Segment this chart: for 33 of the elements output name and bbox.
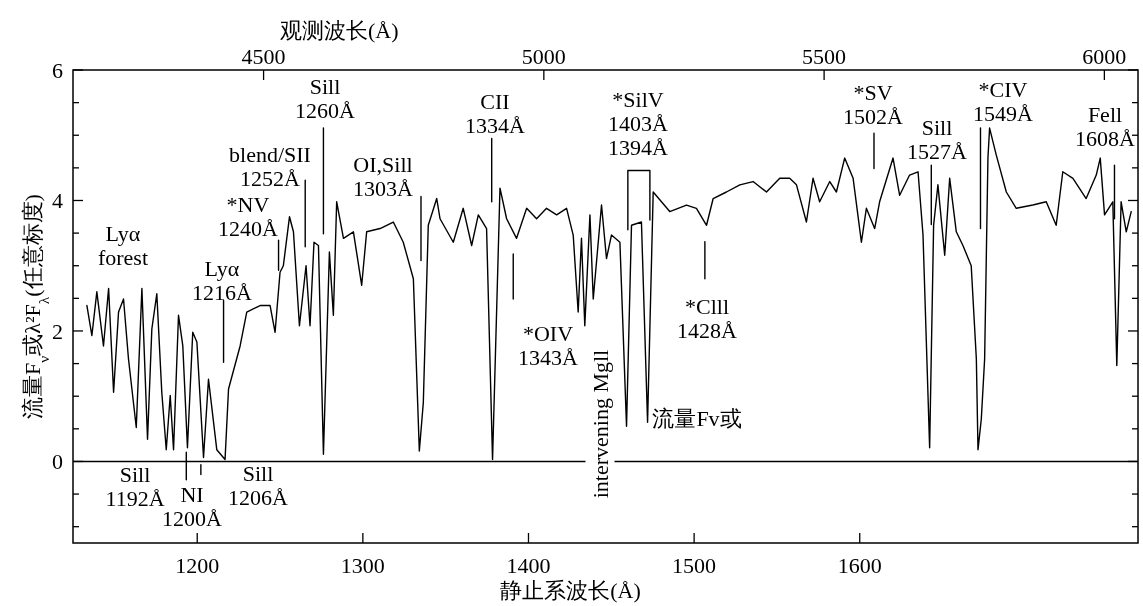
x-tick-label: 1300 [340, 552, 385, 578]
annotation: Sill 1192Å [105, 461, 165, 511]
annotation: *CIV 1549Å [973, 76, 1034, 126]
y-tick-label: 0 [52, 449, 63, 475]
y-tick-label: 2 [52, 318, 63, 344]
annotation: OI,Sill 1303Å [353, 151, 414, 201]
x2-axis-title: 观测波长(Å) [279, 17, 399, 43]
x2-tick-label: 6000 [1082, 43, 1127, 69]
x-tick-label: 1500 [672, 552, 717, 578]
x-tick-label: 1200 [175, 552, 220, 578]
annotation: intervening Mgll [587, 349, 613, 499]
annotation: Sill 1260Å [295, 73, 356, 123]
y-tick-label: 4 [52, 188, 63, 214]
x2-tick-label: 4500 [241, 43, 286, 69]
x2-tick-label: 5500 [802, 43, 847, 69]
annotation: *SilV 1403Å 1394Å [608, 86, 669, 160]
x-tick-label: 1600 [837, 552, 882, 578]
annotation: CII 1334Å [465, 88, 526, 138]
annotation: Lyα forest [97, 220, 149, 270]
annotation: *SV 1502Å [843, 79, 904, 129]
annotation: Sill 1527Å [907, 114, 968, 164]
x-tick-label: 1400 [506, 552, 551, 578]
annotation: Fell 1608Å [1075, 101, 1136, 151]
annotation: *NV 1240Å [218, 191, 279, 241]
annotation: blend/SII 1252Å [229, 141, 311, 191]
annotation: *Clll 1428Å [677, 293, 738, 343]
y-tick-label: 6 [52, 57, 63, 83]
annotation: Lyα 1216Å [192, 255, 253, 305]
annotation: Sill 1206Å [228, 460, 289, 510]
x2-tick-label: 5000 [521, 43, 566, 69]
annotation: 流量Fv或 [652, 405, 742, 431]
x-axis-title: 静止系波长(Å) [500, 577, 641, 603]
annotation: *OIV 1343Å [518, 320, 579, 370]
